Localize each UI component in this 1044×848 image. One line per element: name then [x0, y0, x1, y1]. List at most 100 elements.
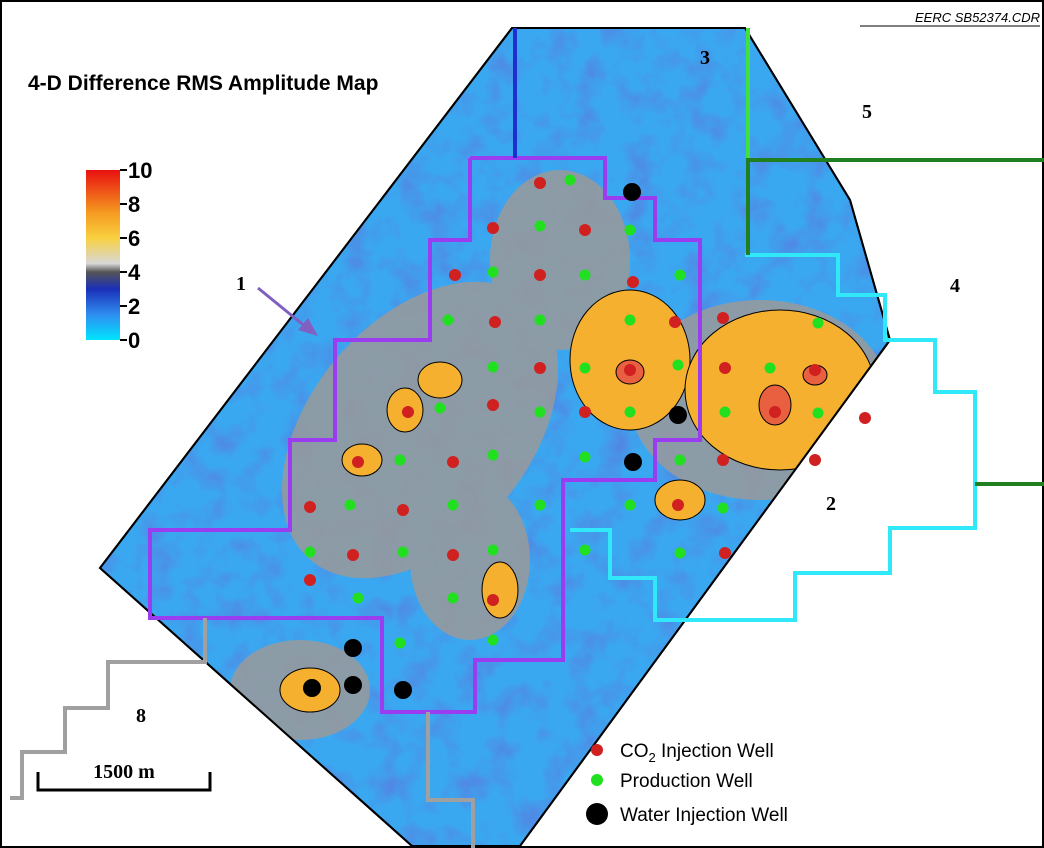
- co2-injection-well: [347, 549, 359, 561]
- co2-injection-well: [719, 362, 731, 374]
- production-well: [488, 635, 499, 646]
- co2-injection-well: [859, 412, 871, 424]
- co2-injection-well: [672, 499, 684, 511]
- water-injection-well: [624, 453, 642, 471]
- production-well: [488, 545, 499, 556]
- co2-injection-well: [304, 574, 316, 586]
- map-figure: EERC SB52374.CDR: [0, 0, 1044, 848]
- production-well: [395, 638, 406, 649]
- production-well: [718, 503, 729, 514]
- colorbar-gradient: [86, 170, 120, 340]
- water-injection-well: [303, 679, 321, 697]
- production-well: [435, 403, 446, 414]
- co2-injection-well: [397, 504, 409, 516]
- production-well: [580, 363, 591, 374]
- co2-injection-well: [447, 456, 459, 468]
- co2-injection-well: [489, 316, 501, 328]
- colorbar-tick-label: 10: [128, 158, 152, 183]
- production-well: [813, 408, 824, 419]
- co2-injection-well: [534, 362, 546, 374]
- water-injection-well: [623, 183, 641, 201]
- co2-injection-well: [809, 454, 821, 466]
- production-well: [765, 363, 776, 374]
- production-well: [580, 270, 591, 281]
- co2-injection-well: [769, 406, 781, 418]
- co2-injection-well: [449, 269, 461, 281]
- co2-injection-well: [534, 177, 546, 189]
- co2-injection-well: [487, 399, 499, 411]
- water-injection-well: [344, 676, 362, 694]
- production-well: [398, 547, 409, 558]
- zone-label: 3: [700, 47, 710, 69]
- colorbar-tick-label: 0: [128, 328, 140, 353]
- legend-text: CO: [620, 741, 649, 762]
- zone-label: 5: [862, 101, 872, 123]
- production-well: [488, 362, 499, 373]
- water-injection-well: [394, 681, 412, 699]
- production-well: [580, 545, 591, 556]
- production-well: [720, 407, 731, 418]
- legend-co2-symbol: [591, 744, 603, 756]
- production-well: [488, 450, 499, 461]
- colorbar-tick-label: 2: [128, 294, 140, 319]
- production-well: [535, 221, 546, 232]
- production-well: [625, 315, 636, 326]
- co2-injection-well: [402, 406, 414, 418]
- zone-label: 2: [826, 493, 836, 515]
- production-well: [535, 315, 546, 326]
- production-well: [675, 455, 686, 466]
- production-well: [675, 270, 686, 281]
- scale-bar: 1500 m: [38, 761, 210, 790]
- water-injection-well: [344, 639, 362, 657]
- production-well: [625, 225, 636, 236]
- legend-co2: CO2 Injection Well: [620, 741, 774, 765]
- production-well: [535, 407, 546, 418]
- colorbar-tick-label: 8: [128, 192, 140, 217]
- co2-injection-well: [487, 594, 499, 606]
- production-well: [625, 500, 636, 511]
- co2-injection-well: [447, 549, 459, 561]
- production-well: [675, 548, 686, 559]
- production-well: [305, 547, 316, 558]
- production-well: [443, 315, 454, 326]
- production-well: [625, 407, 636, 418]
- file-id: EERC SB52374.CDR: [915, 10, 1040, 25]
- zone-label: 1: [236, 273, 246, 295]
- production-well: [448, 593, 459, 604]
- co2-injection-well: [304, 501, 316, 513]
- production-well: [580, 452, 591, 463]
- colorbar-tick-label: 4: [128, 260, 141, 285]
- co2-injection-well: [487, 222, 499, 234]
- water-injection-well: [669, 406, 687, 424]
- co2-injection-well: [717, 454, 729, 466]
- co2-injection-well: [534, 269, 546, 281]
- legend-production-symbol: [591, 774, 603, 786]
- amplitude-map: [90, 20, 900, 848]
- co2-injection-well: [627, 276, 639, 288]
- colorbar: 0 2 4 6 8 10: [86, 158, 152, 353]
- production-well: [535, 500, 546, 511]
- production-well: [448, 500, 459, 511]
- legend-water: Water Injection Well: [620, 805, 788, 826]
- production-well: [673, 360, 684, 371]
- co2-injection-well: [809, 364, 821, 376]
- production-well: [345, 500, 356, 511]
- production-well: [813, 318, 824, 329]
- production-well: [353, 593, 364, 604]
- co2-injection-well: [669, 316, 681, 328]
- co2-injection-well: [719, 547, 731, 559]
- zone-label: 4: [950, 275, 960, 297]
- scale-label: 1500 m: [93, 761, 155, 783]
- zone-label: 8: [136, 705, 146, 727]
- legend-text: Injection Well: [656, 741, 774, 762]
- legend-water-symbol: [586, 803, 608, 825]
- production-well: [488, 267, 499, 278]
- colorbar-tick-label: 6: [128, 226, 140, 251]
- co2-injection-well: [624, 364, 636, 376]
- legend-subscript: 2: [649, 750, 656, 765]
- legend-production: Production Well: [620, 771, 753, 792]
- production-well: [395, 455, 406, 466]
- legend: CO2 Injection Well Production Well Water…: [586, 741, 788, 826]
- production-well: [565, 175, 576, 186]
- co2-injection-well: [579, 224, 591, 236]
